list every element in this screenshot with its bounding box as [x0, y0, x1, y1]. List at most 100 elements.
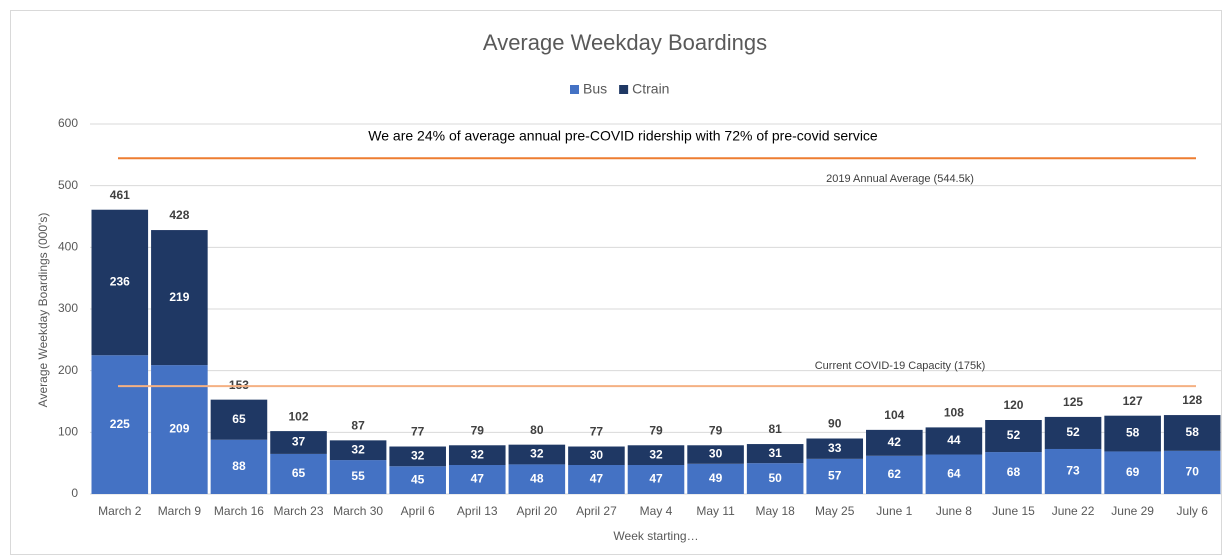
bar-segment — [329, 460, 387, 494]
data-label: 30 — [709, 447, 723, 461]
y-axis-label: Average Weekday Boardings (000's) — [36, 213, 50, 408]
data-label: 73 — [1066, 464, 1080, 478]
y-tick-label: 600 — [58, 116, 78, 130]
bar-segment — [746, 444, 804, 464]
x-tick-label: March 30 — [333, 504, 383, 518]
data-label: 32 — [351, 442, 365, 456]
legend-label: Bus — [583, 81, 607, 97]
x-tick-label: March 2 — [98, 504, 142, 518]
total-label: 128 — [1182, 393, 1202, 407]
data-label: 65 — [292, 466, 306, 480]
data-label: 44 — [947, 433, 961, 447]
bar-segment — [329, 440, 387, 461]
chart-title: Average Weekday Boardings — [483, 30, 767, 55]
data-label: 32 — [411, 449, 425, 463]
bar-segment — [925, 454, 983, 494]
x-tick-label: May 4 — [640, 504, 673, 518]
bar-segment — [1163, 415, 1221, 451]
x-tick-label: April 20 — [516, 504, 557, 518]
bar-segment — [687, 445, 744, 464]
data-label: 42 — [888, 435, 902, 449]
bar-segment — [151, 230, 208, 366]
data-label: 47 — [649, 472, 663, 486]
total-label: 79 — [709, 423, 723, 437]
bar-segment — [508, 464, 566, 494]
bar-segment — [746, 463, 804, 494]
bar-segment — [1044, 448, 1102, 494]
bar-segment — [568, 465, 625, 494]
total-label: 90 — [828, 417, 842, 431]
data-label: 45 — [411, 472, 425, 486]
data-label: 52 — [1007, 428, 1021, 442]
data-label: 69 — [1126, 465, 1140, 479]
bar-segment — [389, 466, 446, 494]
data-label: 32 — [530, 447, 544, 461]
bar-segment — [508, 444, 566, 465]
x-tick-label: March 23 — [274, 504, 324, 518]
x-tick-label: March 16 — [214, 504, 264, 518]
data-label: 236 — [110, 275, 130, 289]
x-tick-label: April 27 — [576, 504, 617, 518]
x-tick-label: March 9 — [158, 504, 202, 518]
x-tick-label: June 22 — [1052, 504, 1095, 518]
y-tick-label: 400 — [58, 240, 78, 254]
bar-segment — [1104, 451, 1161, 494]
bar-segment — [627, 445, 685, 466]
data-label: 37 — [292, 435, 306, 449]
y-tick-label: 0 — [71, 486, 78, 500]
data-label: 57 — [828, 469, 842, 483]
total-label: 153 — [229, 378, 249, 392]
data-label: 50 — [768, 471, 782, 485]
bar-segment — [1104, 415, 1161, 452]
x-tick-label: July 6 — [1177, 504, 1209, 518]
data-label: 47 — [590, 472, 604, 486]
legend-swatch — [619, 85, 629, 94]
data-label: 55 — [351, 469, 365, 483]
bar-segment — [270, 453, 327, 494]
bar-segment — [866, 455, 923, 494]
total-label: 125 — [1063, 395, 1083, 409]
reference-label: 2019 Annual Average (544.5k) — [826, 173, 974, 185]
bar-segment — [210, 399, 268, 440]
data-label: 47 — [471, 472, 485, 486]
total-label: 77 — [411, 425, 425, 439]
data-label: 70 — [1186, 465, 1200, 479]
bar-segment — [91, 209, 149, 356]
total-label: 120 — [1003, 398, 1023, 412]
total-label: 428 — [169, 208, 189, 222]
data-label: 88 — [232, 459, 246, 473]
bar-segment — [568, 446, 625, 466]
total-label: 77 — [590, 425, 604, 439]
total-label: 461 — [110, 188, 130, 202]
data-label: 33 — [828, 441, 842, 455]
legend-swatch — [570, 85, 579, 94]
x-tick-label: May 11 — [696, 504, 735, 518]
y-tick-label: 500 — [58, 178, 78, 192]
x-axis-label: Week starting… — [613, 529, 698, 543]
x-tick-label: June 1 — [876, 504, 912, 518]
bar-segment — [210, 439, 268, 494]
y-tick-label: 100 — [58, 425, 78, 439]
annotation: We are 24% of average annual pre-COVID r… — [368, 128, 878, 144]
total-label: 87 — [351, 419, 365, 433]
total-label: 102 — [289, 409, 309, 423]
data-label: 49 — [709, 471, 723, 485]
data-label: 219 — [169, 290, 189, 304]
x-tick-label: June 29 — [1111, 504, 1154, 518]
bar-segment — [985, 452, 1042, 494]
bar-segment — [1044, 416, 1102, 449]
total-label: 81 — [768, 422, 782, 436]
x-tick-label: May 18 — [755, 504, 795, 518]
data-label: 58 — [1186, 425, 1200, 439]
total-label: 79 — [649, 423, 663, 437]
data-label: 32 — [649, 447, 663, 461]
total-label: 127 — [1123, 394, 1143, 408]
data-label: 31 — [768, 446, 782, 460]
bar-segment — [1163, 450, 1221, 494]
data-label: 65 — [232, 412, 246, 426]
x-tick-label: June 8 — [936, 504, 972, 518]
x-tick-label: June 15 — [992, 504, 1035, 518]
bar-segment — [91, 355, 149, 494]
bar-segment — [806, 458, 864, 494]
total-label: 104 — [884, 408, 904, 422]
